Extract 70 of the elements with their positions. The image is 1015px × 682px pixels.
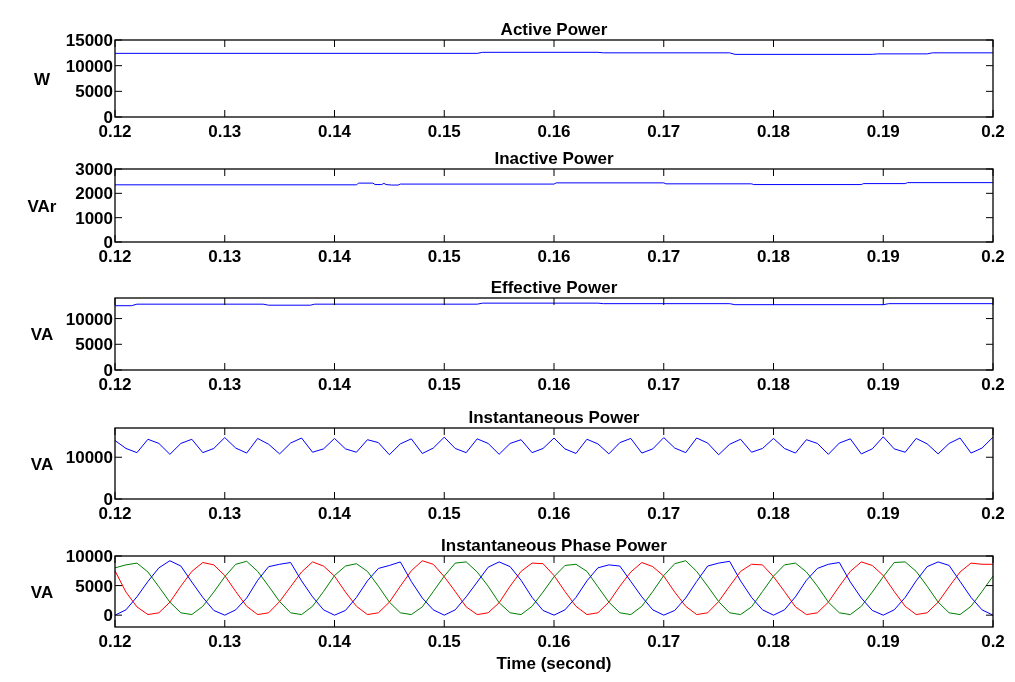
chart-title: Inactive Power bbox=[494, 149, 614, 168]
y-tick-label: 1000 bbox=[75, 208, 113, 228]
x-axis-title: Time (second) bbox=[496, 654, 612, 673]
x-tick-label: 0.18 bbox=[756, 122, 791, 141]
x-tick-label: 0.13 bbox=[208, 375, 242, 394]
x-tick-label: 0.12 bbox=[98, 247, 132, 266]
x-tick-label: 0.18 bbox=[756, 375, 791, 394]
x-tick-label: 0.2 bbox=[981, 504, 1005, 523]
x-tick-label: 0.19 bbox=[866, 122, 900, 141]
x-tick-label: 0.12 bbox=[98, 504, 132, 523]
x-tick-label: 0.14 bbox=[317, 247, 352, 266]
x-tick-label: 0.2 bbox=[981, 375, 1005, 394]
x-tick-label: 0.16 bbox=[537, 504, 571, 523]
x-tick-label: 0.17 bbox=[647, 375, 681, 394]
y-axis-title: W bbox=[33, 69, 51, 89]
x-tick-label: 0.14 bbox=[317, 632, 352, 651]
x-tick-label: 0.16 bbox=[537, 375, 571, 394]
x-tick-label: 0.19 bbox=[866, 375, 900, 394]
x-tick-label: 0.2 bbox=[981, 247, 1005, 266]
y-tick-label: 5000 bbox=[75, 576, 113, 596]
y-axis-title: VAr bbox=[27, 196, 57, 216]
x-tick-label: 0.16 bbox=[537, 632, 571, 651]
y-tick-label: 10000 bbox=[65, 56, 113, 76]
x-tick-label: 0.12 bbox=[98, 375, 132, 394]
x-tick-label: 0.16 bbox=[537, 247, 571, 266]
y-tick-label: 3000 bbox=[75, 160, 113, 179]
y-tick-label: 2000 bbox=[75, 184, 113, 204]
x-tick-label: 0.15 bbox=[427, 247, 461, 266]
x-tick-label: 0.14 bbox=[317, 375, 352, 394]
x-tick-label: 0.13 bbox=[208, 504, 242, 523]
x-tick-label: 0.14 bbox=[317, 122, 352, 141]
x-tick-label: 0.19 bbox=[866, 504, 900, 523]
x-tick-label: 0.13 bbox=[208, 122, 242, 141]
chart-title: Instantaneous Phase Power bbox=[441, 536, 668, 555]
chart-title: Active Power bbox=[500, 20, 608, 39]
x-tick-label: 0.19 bbox=[866, 247, 900, 266]
x-tick-label: 0.15 bbox=[427, 375, 461, 394]
x-tick-label: 0.17 bbox=[647, 504, 681, 523]
x-tick-label: 0.12 bbox=[98, 122, 132, 141]
x-tick-label: 0.12 bbox=[98, 632, 132, 651]
x-tick-label: 0.15 bbox=[427, 632, 461, 651]
y-tick-label: 5000 bbox=[75, 82, 113, 102]
y-tick-label: 10000 bbox=[65, 448, 113, 468]
x-tick-label: 0.2 bbox=[981, 632, 1005, 651]
y-tick-label: 0 bbox=[103, 606, 113, 626]
x-tick-label: 0.14 bbox=[317, 504, 352, 523]
y-tick-label: 15000 bbox=[65, 31, 113, 50]
y-tick-label: 5000 bbox=[75, 335, 113, 355]
y-axis-title: VA bbox=[30, 582, 54, 602]
x-tick-label: 0.15 bbox=[427, 504, 461, 523]
y-axis-title: VA bbox=[30, 454, 54, 474]
x-tick-label: 0.16 bbox=[537, 122, 571, 141]
chart-title: Effective Power bbox=[490, 278, 618, 297]
x-tick-label: 0.15 bbox=[427, 122, 461, 141]
y-axis-title: VA bbox=[30, 325, 54, 344]
x-tick-label: 0.2 bbox=[981, 122, 1005, 141]
y-tick-label: 10000 bbox=[65, 547, 113, 566]
x-tick-label: 0.17 bbox=[647, 247, 681, 266]
y-tick-label: 10000 bbox=[65, 309, 113, 329]
x-tick-label: 0.18 bbox=[756, 632, 791, 651]
x-tick-label: 0.13 bbox=[208, 247, 242, 266]
line-series bbox=[114, 436, 994, 456]
x-tick-label: 0.18 bbox=[756, 504, 791, 523]
chart-title: Instantaneous Power bbox=[468, 408, 640, 427]
x-tick-label: 0.17 bbox=[647, 122, 681, 141]
x-tick-label: 0.18 bbox=[756, 247, 791, 266]
x-tick-label: 0.13 bbox=[208, 632, 242, 651]
x-tick-label: 0.17 bbox=[647, 632, 681, 651]
x-tick-label: 0.19 bbox=[866, 632, 900, 651]
line-series bbox=[114, 560, 994, 616]
